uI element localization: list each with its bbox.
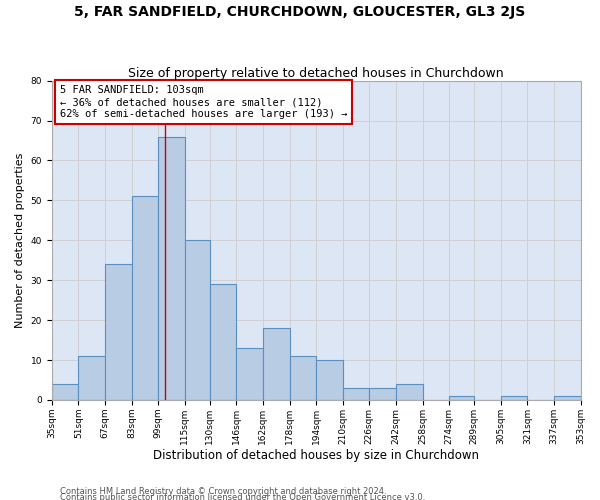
Bar — [158, 136, 185, 400]
Y-axis label: Number of detached properties: Number of detached properties — [15, 152, 25, 328]
Text: 5 FAR SANDFIELD: 103sqm
← 36% of detached houses are smaller (112)
62% of semi-d: 5 FAR SANDFIELD: 103sqm ← 36% of detache… — [60, 86, 347, 118]
Bar — [370, 388, 396, 400]
Bar — [263, 328, 290, 400]
Bar — [500, 396, 527, 400]
Bar — [105, 264, 131, 400]
Bar — [396, 384, 422, 400]
Bar — [185, 240, 210, 400]
Bar — [290, 356, 316, 400]
Bar — [79, 356, 105, 400]
Bar — [236, 348, 263, 400]
Bar — [52, 384, 79, 400]
Bar — [131, 196, 158, 400]
Bar — [316, 360, 343, 400]
Text: Contains public sector information licensed under the Open Government Licence v3: Contains public sector information licen… — [60, 492, 425, 500]
Bar — [554, 396, 581, 400]
Text: Contains HM Land Registry data © Crown copyright and database right 2024.: Contains HM Land Registry data © Crown c… — [60, 486, 386, 496]
X-axis label: Distribution of detached houses by size in Churchdown: Distribution of detached houses by size … — [153, 450, 479, 462]
Bar — [449, 396, 474, 400]
Bar — [343, 388, 370, 400]
Bar — [210, 284, 236, 400]
Text: 5, FAR SANDFIELD, CHURCHDOWN, GLOUCESTER, GL3 2JS: 5, FAR SANDFIELD, CHURCHDOWN, GLOUCESTER… — [74, 5, 526, 19]
Title: Size of property relative to detached houses in Churchdown: Size of property relative to detached ho… — [128, 66, 504, 80]
